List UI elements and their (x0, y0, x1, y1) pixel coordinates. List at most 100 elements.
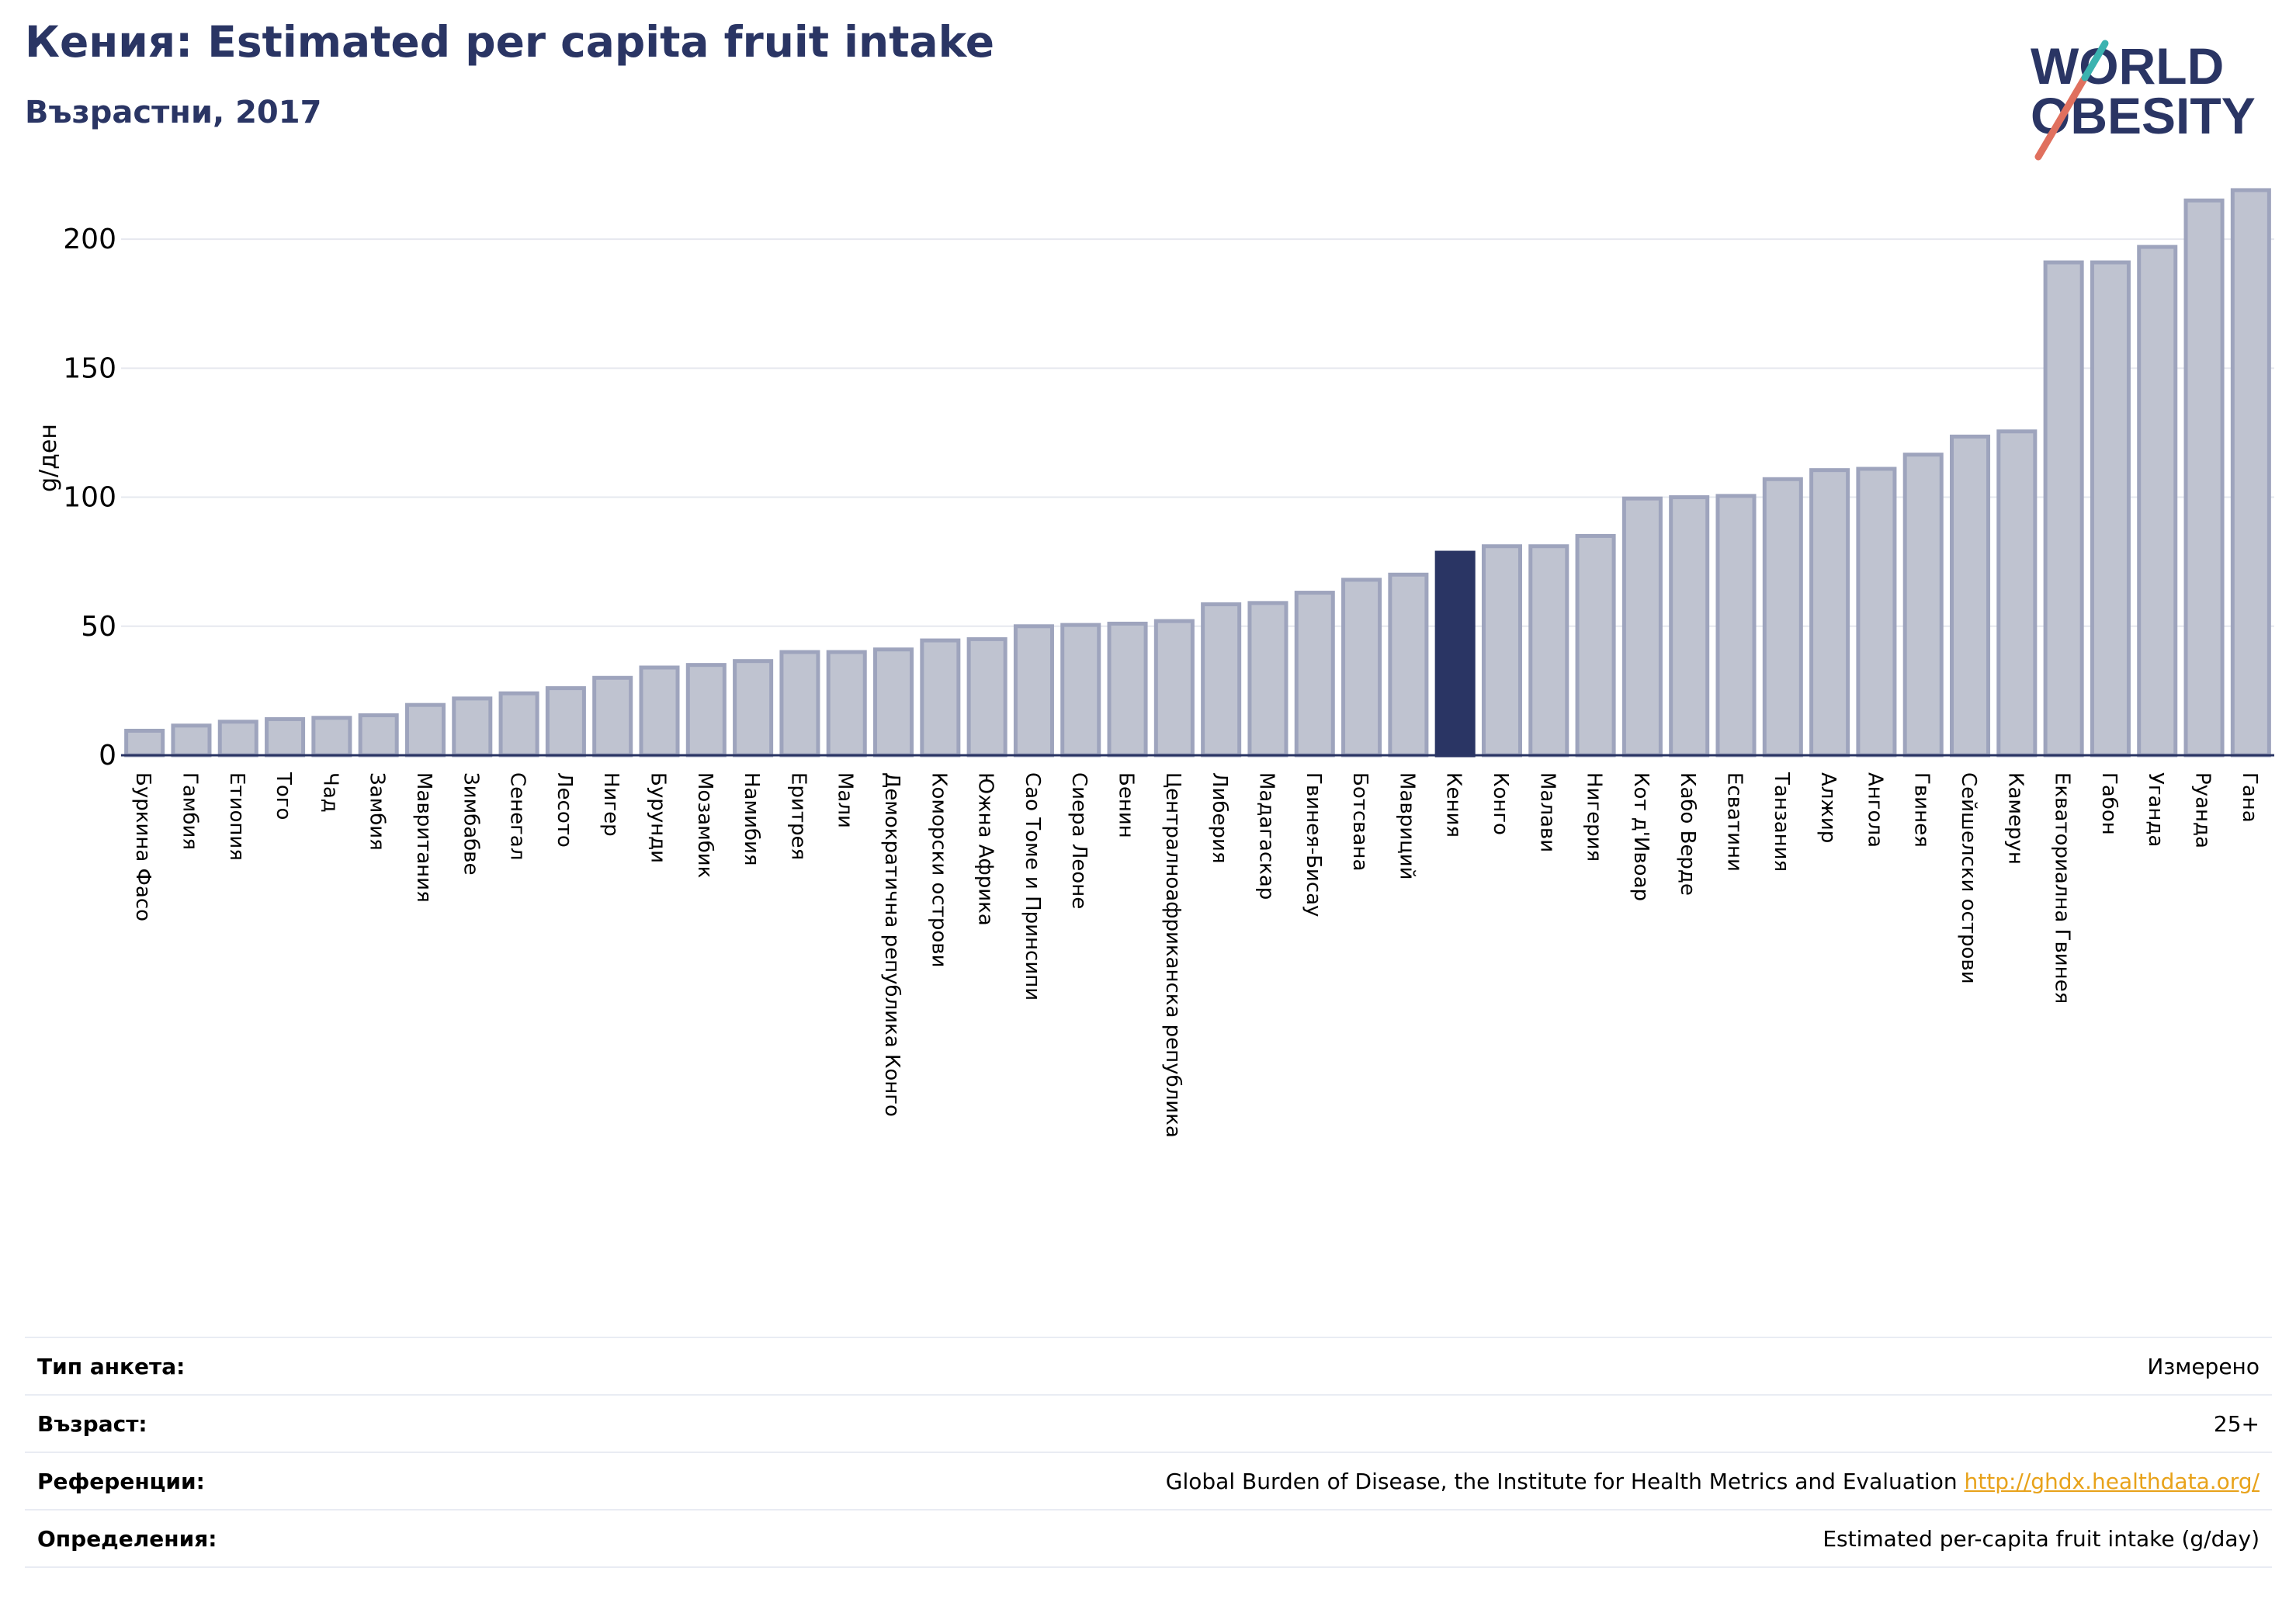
x-tick-label: Мали (834, 772, 857, 828)
bar (1341, 578, 1382, 758)
x-tick-label: Централноафриканска република (1161, 772, 1184, 1138)
chart-subtitle: Възрастни, 2017 (25, 95, 322, 130)
x-tick-label: Алжир (1816, 772, 1840, 843)
bar-highlighted (1434, 550, 1476, 758)
x-axis-labels: Буркина Фасо Гамбия Етиопия Того Чад Замбия Ма… (131, 772, 2261, 1138)
bars (124, 188, 2271, 758)
bar (1294, 591, 1335, 758)
x-tick-label: Сейшелски острови (1957, 772, 1980, 984)
bar (1809, 468, 1850, 758)
bar (826, 650, 867, 758)
bar (592, 675, 633, 758)
x-tick-label: Еритрея (786, 772, 810, 860)
x-tick-label: Намибия (740, 772, 763, 866)
x-tick-label: Лесото (553, 772, 576, 848)
x-tick-label: Танзания (1770, 772, 1793, 872)
bar (217, 720, 258, 758)
bar (1528, 544, 1569, 758)
bar (2230, 188, 2271, 758)
bar (733, 659, 774, 758)
bar (1762, 477, 1803, 758)
bar (2043, 260, 2084, 758)
x-tick-label: Того (272, 772, 295, 820)
x-tick-label: Бенин (1115, 772, 1138, 838)
info-row-references: Референции: Global Burden of Disease, th… (25, 1452, 2272, 1509)
y-tick-label: 200 (63, 224, 116, 255)
x-tick-label: Габон (2097, 772, 2121, 835)
info-value: Измерено (2147, 1354, 2260, 1379)
x-tick-label: Ботсвана (1348, 772, 1372, 871)
x-tick-label: Камерун (2003, 772, 2027, 865)
bar (2183, 198, 2225, 758)
x-tick-label: Мадагаскар (1254, 772, 1278, 900)
reference-link[interactable]: http://ghdx.healthdata.org/ (1964, 1469, 2260, 1494)
y-tick-label: 100 (63, 482, 116, 514)
bar (685, 663, 727, 758)
info-label: Тип анкета: (37, 1354, 186, 1379)
x-tick-label: Малави (1535, 772, 1559, 852)
bar (1902, 453, 1944, 758)
y-axis-ticks: 0 50 100 150 200 (63, 224, 116, 772)
bar (1481, 544, 1522, 758)
x-tick-label: Кения (1442, 772, 1465, 838)
chart-title: Кения: Estimated per capita fruit intake (25, 17, 994, 67)
x-tick-label: Мозамбик (693, 772, 716, 878)
bar (1856, 467, 1897, 758)
info-row-age: Възраст: 25+ (25, 1394, 2272, 1452)
x-tick-label: Мавриций (1395, 772, 1418, 880)
y-tick-label: 0 (99, 740, 116, 772)
x-tick-label: Ангола (1863, 772, 1886, 848)
x-tick-label: Гана (2238, 772, 2261, 823)
x-tick-label: Гвинея (1910, 772, 1934, 848)
y-tick-label: 50 (81, 611, 116, 643)
bar (1950, 434, 1991, 758)
bar (1996, 429, 2038, 758)
x-tick-label: Нигер (599, 772, 623, 837)
bar (920, 638, 961, 758)
x-tick-label: Бурунди (647, 772, 670, 863)
bar (2090, 260, 2131, 758)
x-tick-label: Южна Африка (974, 772, 997, 926)
bar (1247, 601, 1288, 758)
x-tick-label: Гвинея-Бисау (1302, 772, 1325, 917)
logo-slash-teal (2081, 40, 2109, 82)
x-tick-label: Конго (1489, 772, 1512, 835)
x-tick-label: Либерия (1208, 772, 1231, 864)
x-tick-label: Чад (318, 772, 342, 813)
x-tick-label: Гамбия (178, 772, 201, 850)
bar (171, 723, 212, 758)
y-tick-label: 150 (63, 352, 116, 384)
x-tick-label: Екваториална Гвинея (2051, 772, 2074, 1004)
bar (358, 713, 399, 758)
x-tick-label: Нигерия (1583, 772, 1606, 862)
x-tick-label: Замбия (366, 772, 389, 851)
bar (1201, 602, 1242, 758)
x-tick-label: Кот д'Ивоар (1629, 772, 1653, 901)
bar (404, 702, 446, 758)
bar (124, 728, 165, 758)
bar (1621, 496, 1663, 758)
bar (966, 636, 1008, 758)
bar (1388, 572, 1429, 758)
x-tick-label: Коморски острови (927, 772, 950, 968)
bar (1715, 494, 1757, 758)
x-tick-label: Буркина Фасо (131, 772, 154, 921)
logo-slash-red (2034, 74, 2089, 161)
bar (311, 716, 352, 758)
x-tick-label: Сао Томе и Принсипи (1021, 772, 1044, 1001)
bar (1153, 619, 1195, 758)
bar (545, 686, 586, 758)
bar (639, 665, 680, 758)
bar (1013, 624, 1054, 758)
info-value: Global Burden of Disease, the Institute … (1166, 1469, 2260, 1494)
info-row-survey-type: Тип анкета: Измерено (25, 1337, 2272, 1394)
info-value: 25+ (2213, 1411, 2260, 1437)
bar (2137, 245, 2178, 758)
logo-word-obesity: OBESITY (2031, 87, 2256, 144)
bar (779, 650, 820, 758)
x-tick-label: Есватини (1723, 772, 1746, 872)
x-tick-label: Демократична република Конго (880, 772, 903, 1117)
x-tick-label: Сенегал (506, 772, 529, 860)
world-obesity-logo: WORLD OBESITY (2031, 37, 2256, 161)
bar (1669, 495, 1710, 758)
